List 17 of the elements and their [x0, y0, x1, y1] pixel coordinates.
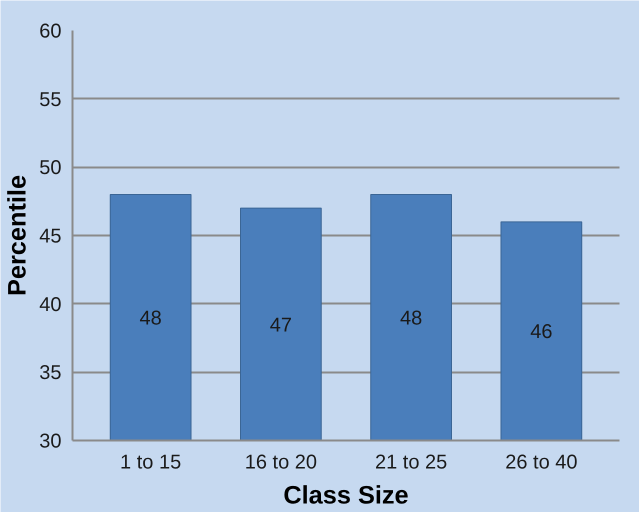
y-tick-label: 35	[39, 362, 62, 384]
y-axis-title: Percentile	[3, 174, 32, 296]
x-tick-label: 21 to 25	[374, 452, 448, 474]
x-tick-label: 26 to 40	[505, 452, 578, 474]
y-tick-label: 30	[39, 430, 62, 452]
y-tick-label: 50	[39, 157, 62, 180]
y-tick-label: 40	[39, 294, 62, 316]
y-tick-label: 45	[39, 226, 62, 248]
data-label: 47	[270, 314, 292, 336]
x-tick-label: 16 to 20	[244, 452, 318, 474]
data-label: 46	[530, 321, 552, 344]
y-tick-label: 55	[39, 88, 62, 111]
y-tick-label: 60	[39, 20, 62, 42]
x-axis-title: Class Size	[283, 482, 409, 510]
data-label: 48	[140, 308, 162, 330]
data-label: 48	[400, 308, 422, 330]
x-tick-label: 1 to 15	[120, 452, 182, 474]
